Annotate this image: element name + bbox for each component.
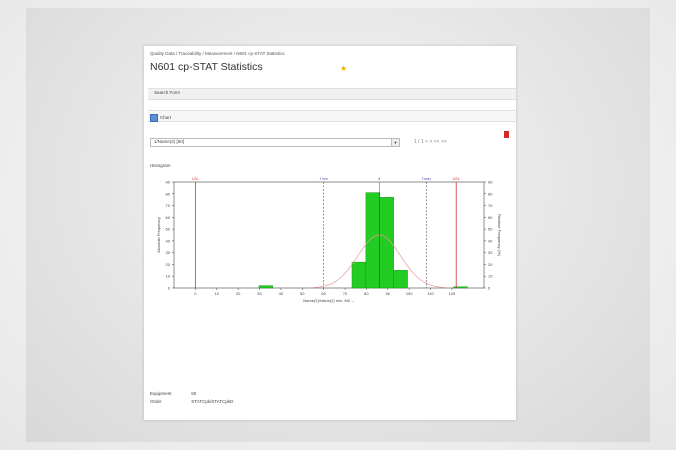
y-tick-label: 10: [166, 274, 171, 279]
histogram-bar: [351, 261, 367, 289]
y-tick-label: 80: [166, 191, 171, 196]
y-tick-label-right: 30: [488, 250, 493, 255]
footer-row-equipment: Equipment 60: [150, 391, 196, 396]
footer-row-order: Order STATCpk/STATCpkD: [150, 399, 233, 404]
chart-toggle-checkbox[interactable]: [150, 114, 158, 122]
search-form-bar[interactable]: Search Form: [148, 88, 516, 100]
histogram-chart: 0 0 10 10 20 20 30 30 40 40 50 50 60 60 70 70 80 80 90 90 0 1…: [156, 177, 502, 303]
x-tick-label: 90: [386, 291, 391, 296]
footer-label: Equipment: [150, 391, 172, 396]
y-tick-label: 60: [166, 215, 171, 220]
pdf-export-icon[interactable]: [504, 131, 509, 138]
tol-label: Tmin: [319, 177, 327, 181]
chart-panel-label: Chart: [160, 115, 172, 120]
x-tick-label: 20: [236, 291, 241, 296]
chevron-down-icon[interactable]: ▾: [391, 139, 399, 146]
footer-label: Order: [150, 399, 162, 404]
y-tick-label: 90: [166, 180, 171, 185]
y-tick-label-right: 20: [488, 262, 493, 267]
histogram-bar: [453, 286, 468, 289]
y-tick-label-right: 80: [488, 191, 493, 196]
y-axis-label: Absolute Frequency: [156, 217, 161, 253]
footer-value: 60: [191, 391, 197, 396]
y-tick-label-right: 10: [488, 274, 493, 279]
mean-label: x̄: [378, 177, 380, 181]
x-tick-label: 50: [300, 291, 305, 296]
x-tick-label: 100: [406, 291, 413, 296]
x-tick-label: 60: [321, 291, 326, 296]
x-tick-label: 40: [279, 291, 284, 296]
x-tick-label: 110: [427, 291, 434, 296]
x-tick-label: 70: [343, 291, 348, 296]
y-tick-label-right: 60: [488, 215, 493, 220]
histogram-bar: [393, 270, 408, 289]
y-tick-label: 70: [166, 203, 171, 208]
y-tick-label: 0: [168, 286, 171, 291]
footer-value: STATCpk/STATCpkD: [191, 399, 234, 404]
histogram-label: Histogram: [150, 163, 171, 168]
y-tick-label: 40: [166, 238, 171, 243]
x-axis-label: Name(2)/Value(2) min, Mil →: [303, 298, 355, 303]
histogram-bar: [379, 197, 394, 289]
y-tick-label: 50: [166, 227, 171, 232]
tol-label: Tmax: [422, 177, 432, 181]
x-tick-label: 30: [257, 291, 262, 296]
limit-label: USL: [453, 177, 460, 181]
histogram-bar: [258, 285, 274, 289]
x-tick-label: 10: [215, 291, 220, 296]
y-tick-label-right: 90: [488, 180, 493, 185]
y-tick-label-right: 40: [488, 238, 493, 243]
page-title: N601 cp-STAT Statistics: [150, 61, 263, 73]
y-axis-label-right: Relative Frequency (%): [497, 214, 502, 256]
pagination-nav[interactable]: 1 / 1 < > << >>: [414, 139, 447, 145]
y-tick-label: 30: [166, 250, 171, 255]
y-tick-label-right: 0: [488, 286, 491, 291]
breadcrumb[interactable]: Quality Data / Traceability / Measuremen…: [150, 51, 285, 56]
y-tick-label: 20: [166, 262, 171, 267]
characteristic-select-value: 1/Name(2) [60]: [154, 139, 185, 144]
search-form-label: Search Form: [154, 90, 181, 95]
histogram-bar: [365, 192, 380, 289]
chart-panel-bar: [148, 110, 516, 122]
limit-label: LSL: [192, 177, 199, 181]
x-tick-label: 120: [449, 291, 456, 296]
app-window: Quality Data / Traceability / Measuremen…: [144, 46, 516, 420]
characteristic-select[interactable]: 1/Name(2) [60] ▾: [150, 138, 400, 147]
y-tick-label-right: 70: [488, 203, 493, 208]
x-tick-label: 80: [364, 291, 369, 296]
plot-frame: [173, 181, 485, 289]
x-tick-label: 0: [194, 291, 197, 296]
favorite-star-icon[interactable]: ★: [340, 64, 348, 73]
y-tick-label-right: 50: [488, 227, 493, 232]
